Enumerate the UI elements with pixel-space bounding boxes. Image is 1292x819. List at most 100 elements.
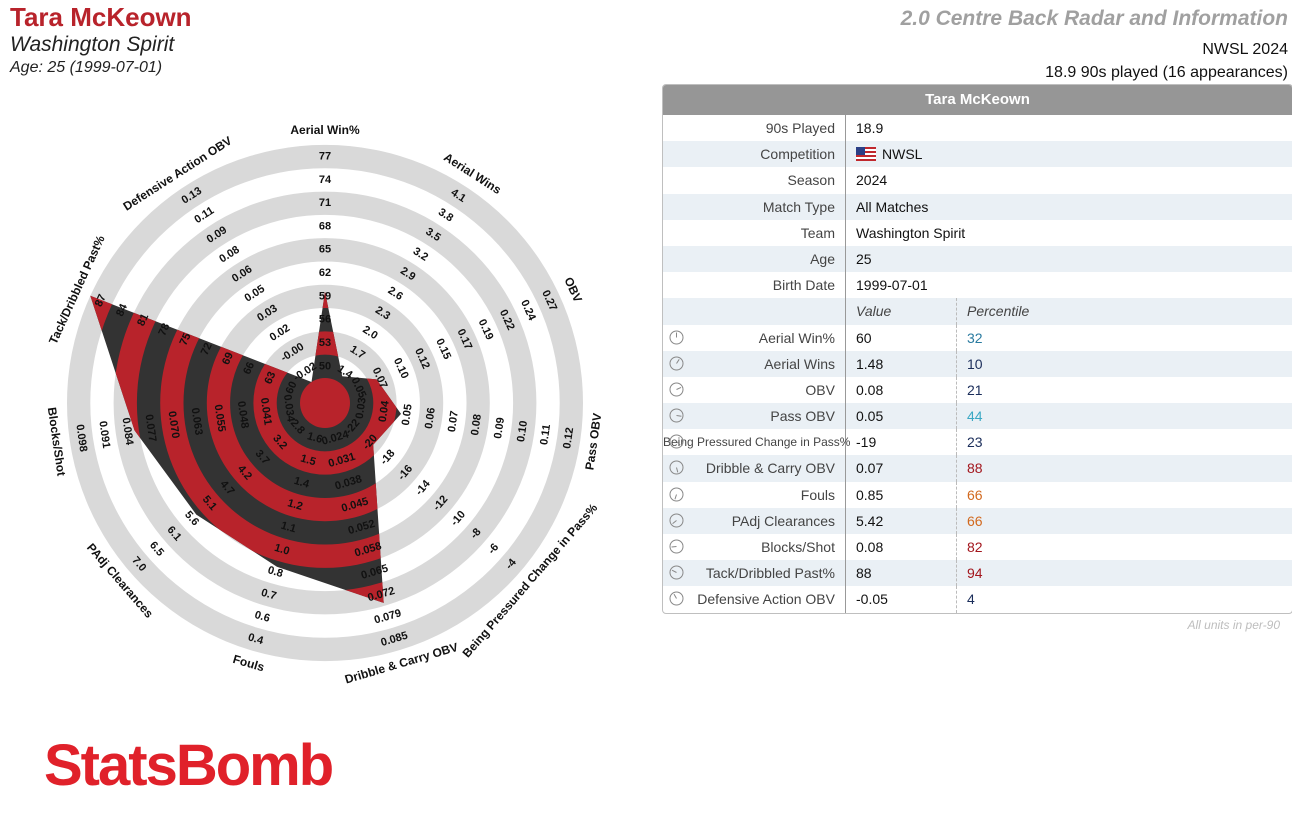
info-row-value: 1999-07-01 [856, 277, 928, 294]
tick-label: 87 [93, 293, 109, 309]
metric-label: Blocks/Shot [663, 534, 846, 561]
tick-label: 0.7 [260, 587, 278, 603]
tick-label: -6 [486, 541, 501, 556]
metric-label: Being Pressured Change in Pass% [663, 429, 850, 456]
metric-percentile: 10 [956, 350, 1292, 377]
report-header: 2.0 Centre Back Radar and Information NW… [901, 6, 1288, 83]
metric-row: OBV 0.08 21 [663, 376, 1292, 404]
player-header: Tara McKeown Washington Spirit Age: 25 (… [10, 2, 192, 78]
metric-value: 0.85 [856, 486, 884, 503]
info-row-value: NWSL [846, 141, 1292, 167]
metric-label: Aerial Win% [663, 324, 846, 351]
metric-rows: Aerial Win% 60 32 Aerial Wins 1.48 10 OBV 0.08 2… [663, 324, 1292, 613]
axis-label: Fouls [231, 652, 266, 675]
metric-value: 5.42 [856, 512, 884, 529]
tick-label: 72 [199, 341, 215, 357]
tick-label: 75 [178, 331, 194, 347]
dial-icon [669, 539, 684, 554]
metric-value: 0.08 [856, 539, 884, 555]
tick-label: -14 [413, 477, 433, 498]
tick-label: 0.11 [192, 205, 216, 226]
tick-label: 0.034 [281, 394, 297, 424]
tick-label: 0.19 [476, 317, 496, 341]
info-row-label: Season [663, 167, 846, 194]
info-row: Season 2024 [663, 167, 1292, 194]
metric-percentile: 4 [956, 586, 1292, 613]
player-name: Tara McKeown [10, 2, 192, 32]
column-header-percentile: Percentile [956, 298, 1292, 325]
tick-label: 60 [284, 380, 300, 396]
tick-label: 81 [135, 312, 151, 328]
metric-label: OBV [663, 376, 846, 404]
tick-label: 0.077 [142, 414, 158, 443]
tick-label: 2.0 [360, 324, 379, 342]
tick-label: 0.06 [423, 407, 438, 430]
report-title: 2.0 Centre Back Radar and Information [900, 7, 1288, 30]
metric-row: Blocks/Shot 0.08 82 [663, 534, 1292, 561]
metric-row: Fouls 0.85 66 [663, 481, 1292, 508]
tick-label: 62 [319, 267, 331, 279]
metric-label: Aerial Wins [663, 350, 846, 377]
metric-label: Fouls [663, 481, 846, 508]
tick-label: 0.04 [377, 399, 392, 423]
dial-icon [669, 382, 684, 397]
info-row-label: Competition [663, 141, 846, 168]
competition-season: NWSL 2024 [1202, 41, 1288, 58]
metric-value: 0.05 [856, 408, 884, 425]
metric-label: Defensive Action OBV [663, 586, 846, 613]
metric-row: PAdj Clearances 5.42 66 [663, 507, 1292, 534]
metric-row: Tack/Dribbled Past% 88 94 [663, 560, 1292, 587]
tick-label: 0.10 [515, 420, 530, 443]
tick-label: 0.098 [73, 424, 89, 453]
tick-label: 1.4 [292, 475, 311, 491]
tick-label: 2.6 [386, 285, 405, 303]
info-row: Match Type All Matches [663, 193, 1292, 220]
tick-label: 1.0 [273, 542, 291, 558]
tick-label: 0.055 [212, 404, 228, 433]
metric-label: PAdj Clearances [663, 507, 846, 534]
metric-label: Tack/Dribbled Past% [663, 560, 846, 587]
tick-label: 3.8 [436, 206, 455, 224]
tick-label: 0.091 [96, 420, 112, 449]
tick-label: 0.063 [189, 407, 205, 436]
tick-label: 0.05 [400, 403, 415, 426]
info-rows: 90s Played 18.9 Competition NWSL Season 2024 M… [663, 115, 1292, 299]
metric-percentile: 82 [956, 534, 1292, 561]
metric-percentile: 21 [956, 376, 1292, 404]
tick-label: 59 [319, 290, 331, 302]
metric-value: 60 [856, 329, 872, 346]
metric-row: Pass OBV 0.05 44 [663, 403, 1292, 430]
metric-percentile: 88 [956, 455, 1292, 482]
tick-label: 0.12 [561, 427, 576, 450]
tick-label: 0.24 [518, 298, 538, 323]
tick-label: 0.10 [391, 356, 411, 380]
info-row-value: Washington Spirit [856, 224, 966, 241]
tick-label: 0.05 [242, 283, 267, 305]
dial-icon [669, 408, 684, 423]
info-row-value: 18.9 [856, 120, 884, 136]
dial-icon [669, 487, 684, 502]
column-header-value: Value [856, 303, 892, 320]
info-row-value: 25 [856, 250, 872, 267]
statsbomb-logo: StatsBomb [44, 733, 334, 798]
metric-row: Dribble & Carry OBV 0.07 88 [663, 455, 1292, 482]
tick-label: 1.6 [306, 430, 324, 446]
metric-percentile: 66 [956, 481, 1292, 508]
metric-value: 1.48 [856, 355, 884, 372]
metric-value: -19 [856, 434, 877, 451]
tick-label: 0.02 [268, 322, 293, 344]
info-row-value: All Matches [856, 198, 929, 215]
tick-label: 0.070 [166, 410, 182, 439]
metric-row: Defensive Action OBV -0.05 4 [663, 586, 1292, 613]
axis-label: Aerial Win% [290, 123, 360, 137]
info-row: Age 25 [663, 245, 1292, 273]
column-header-spacer [663, 298, 846, 325]
tick-label: 0.084 [119, 417, 135, 447]
table-header: Tara McKeown [663, 85, 1292, 115]
metric-row: Aerial Win% 60 32 [663, 324, 1292, 351]
info-row-value: 2024 [856, 172, 888, 189]
tick-label: 0.08 [469, 413, 484, 436]
tick-label: 3.2 [411, 245, 430, 263]
info-row: Team Washington Spirit [663, 219, 1292, 246]
